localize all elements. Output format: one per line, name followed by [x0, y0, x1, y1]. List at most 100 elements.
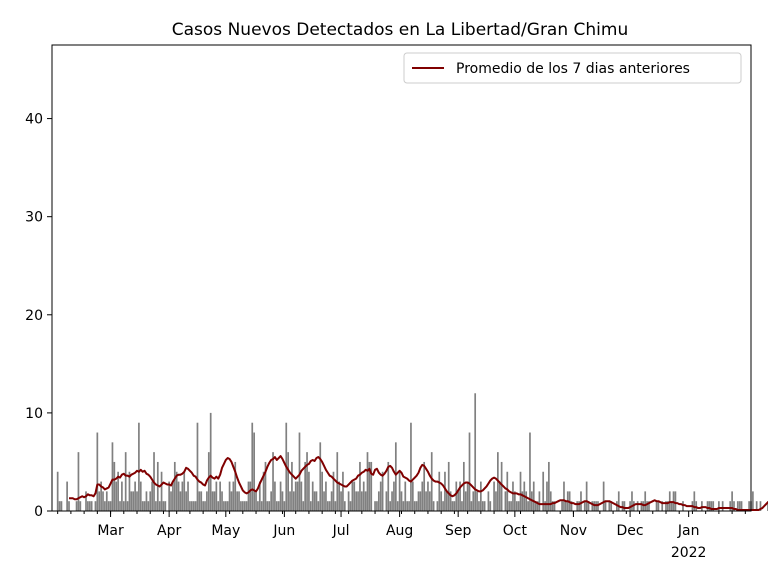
bar [94, 501, 97, 511]
bar [132, 491, 135, 511]
bar [576, 501, 579, 511]
bar [330, 491, 333, 511]
bar [342, 471, 344, 511]
bar [665, 501, 667, 511]
bar [173, 461, 176, 511]
bar [377, 491, 380, 511]
bar [155, 501, 157, 511]
legend-label: Promedio de los 7 dias anteriores [456, 61, 690, 77]
bar [217, 501, 220, 511]
bar [417, 491, 420, 511]
bar [708, 501, 711, 511]
chart-title: Casos Nuevos Detectados en La Libertad/G… [172, 20, 628, 40]
bar [198, 491, 201, 511]
bar [487, 491, 490, 511]
bar [359, 461, 361, 511]
bar [423, 461, 426, 511]
bar [508, 501, 511, 511]
bar [733, 501, 735, 511]
bar [111, 442, 114, 511]
bar [90, 501, 93, 511]
bar [402, 501, 405, 511]
x-tick-label: Dec [617, 523, 644, 539]
bar [275, 501, 278, 511]
bar [226, 501, 229, 511]
bar [306, 452, 308, 511]
bar [464, 491, 467, 511]
bar [211, 491, 214, 511]
bar [77, 452, 80, 511]
bar [583, 501, 586, 511]
bar [515, 501, 518, 511]
bar [66, 481, 68, 511]
bar [309, 501, 312, 511]
bar [360, 491, 363, 511]
y-axis: 0 10 20 30 40 [25, 112, 52, 520]
bar [644, 491, 647, 511]
bar [121, 481, 123, 511]
bar [657, 501, 660, 511]
bar [128, 471, 131, 511]
bar [253, 432, 255, 511]
x-axis: Mar Apr May Jun Jul Aug Sep Oct Nov Dec Jan 2022 [57, 511, 746, 561]
bar [130, 491, 133, 511]
bar [257, 501, 259, 511]
bar [674, 491, 677, 511]
bar [162, 501, 165, 511]
bar [449, 491, 452, 511]
bar [251, 422, 254, 511]
bar [430, 452, 433, 511]
bar [710, 501, 713, 511]
bar [143, 501, 146, 511]
bar [406, 501, 409, 511]
bar [391, 491, 393, 511]
bar [408, 501, 410, 511]
bar [291, 461, 293, 511]
bar [591, 501, 594, 511]
bar [453, 501, 456, 511]
bar [300, 481, 303, 511]
bar [270, 491, 272, 511]
bar [631, 491, 633, 511]
bar [517, 501, 520, 511]
bar [207, 452, 210, 511]
bar [432, 501, 435, 511]
bar [209, 412, 212, 511]
bar [538, 491, 541, 511]
bar [221, 491, 223, 511]
bar [189, 501, 191, 511]
bar [141, 501, 144, 511]
bar [230, 491, 233, 511]
bar [170, 491, 172, 511]
bar [462, 461, 465, 511]
bar [731, 491, 733, 511]
bar [200, 491, 203, 511]
bar [292, 491, 295, 511]
bar [192, 501, 195, 511]
bar [224, 501, 227, 511]
bar [752, 491, 754, 511]
y-tick-label: 10 [25, 406, 43, 422]
bar [158, 501, 161, 511]
bar [238, 491, 240, 511]
x-tick-label: Mar [97, 523, 124, 539]
bar [718, 501, 720, 511]
bar [283, 501, 286, 511]
bar [287, 452, 289, 511]
bar [670, 501, 673, 511]
bar [445, 491, 448, 511]
bar [481, 501, 484, 511]
bar [181, 481, 184, 511]
bar [729, 501, 732, 511]
bar [563, 481, 565, 511]
bar [355, 491, 358, 511]
bar [389, 501, 392, 511]
bar [206, 491, 208, 511]
bar [514, 491, 516, 511]
bar [438, 471, 441, 511]
bar [107, 501, 110, 511]
bar [755, 501, 758, 511]
bar [323, 491, 325, 511]
bar [249, 481, 252, 511]
bar [457, 491, 460, 511]
